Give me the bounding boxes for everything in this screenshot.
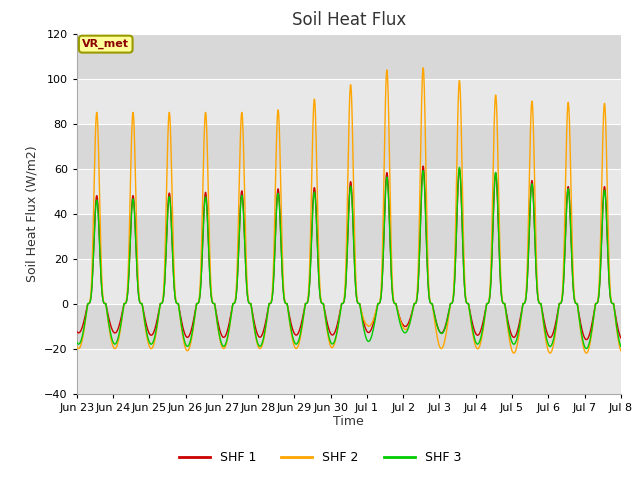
Bar bbox=[77, 34, 621, 79]
Line: SHF 1: SHF 1 bbox=[77, 166, 621, 339]
SHF 1 bbox=[258, 333, 266, 338]
SHF 1 bbox=[582, 336, 590, 342]
SHF 3 bbox=[486, 293, 493, 299]
SHF 3 bbox=[588, 330, 595, 336]
SHF 1 bbox=[419, 163, 427, 169]
Bar bbox=[77, 123, 621, 168]
SHF 3 bbox=[594, 298, 602, 303]
SHF 3 bbox=[73, 339, 81, 345]
Bar bbox=[77, 348, 621, 394]
Y-axis label: Soil Heat Flux (W/m2): Soil Heat Flux (W/m2) bbox=[26, 145, 38, 282]
SHF 3 bbox=[617, 344, 625, 349]
SHF 2 bbox=[470, 340, 478, 346]
SHF 3 bbox=[582, 346, 590, 351]
SHF 2 bbox=[73, 344, 81, 349]
Title: Soil Heat Flux: Soil Heat Flux bbox=[292, 11, 406, 29]
SHF 2 bbox=[486, 288, 493, 294]
SHF 3 bbox=[470, 336, 478, 341]
Bar bbox=[77, 214, 621, 259]
SHF 3 bbox=[456, 165, 463, 170]
SHF 1 bbox=[588, 324, 595, 330]
SHF 2 bbox=[594, 296, 602, 301]
SHF 3 bbox=[330, 339, 338, 345]
SHF 2 bbox=[582, 350, 590, 356]
SHF 2 bbox=[330, 341, 338, 347]
Text: VR_met: VR_met bbox=[82, 39, 129, 49]
Line: SHF 2: SHF 2 bbox=[77, 68, 621, 353]
SHF 2 bbox=[588, 333, 595, 339]
Bar bbox=[77, 303, 621, 348]
Bar bbox=[77, 259, 621, 303]
SHF 2 bbox=[258, 344, 266, 349]
SHF 1 bbox=[330, 331, 338, 336]
Legend: SHF 1, SHF 2, SHF 3: SHF 1, SHF 2, SHF 3 bbox=[173, 446, 467, 469]
SHF 1 bbox=[470, 328, 478, 334]
SHF 2 bbox=[419, 65, 427, 71]
SHF 1 bbox=[617, 335, 625, 341]
SHF 1 bbox=[73, 328, 81, 334]
SHF 1 bbox=[486, 293, 493, 299]
Bar bbox=[77, 168, 621, 214]
SHF 1 bbox=[594, 298, 602, 303]
Bar bbox=[77, 79, 621, 123]
X-axis label: Time: Time bbox=[333, 415, 364, 429]
SHF 3 bbox=[258, 341, 266, 347]
SHF 2 bbox=[617, 348, 625, 354]
Line: SHF 3: SHF 3 bbox=[77, 168, 621, 348]
